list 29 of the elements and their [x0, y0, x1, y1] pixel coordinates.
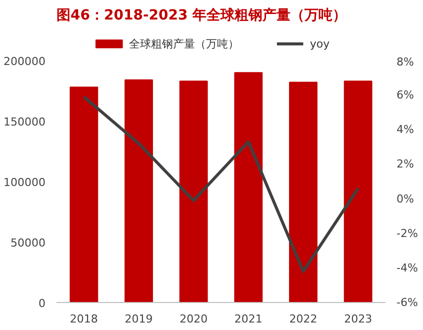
y2-tick-label: 6%: [396, 88, 414, 102]
y2-tick-label: 0%: [396, 192, 414, 206]
x-tick-label: 2021: [234, 312, 262, 326]
x-tick-label: 2019: [124, 312, 153, 326]
bar: [234, 72, 263, 302]
y-tick-label: 200000: [4, 55, 46, 68]
x-tick-label: 2020: [180, 312, 208, 326]
y-tick-label: 150000: [4, 116, 46, 128]
y2-tick-label: -2%: [396, 226, 418, 240]
legend-label: yoy: [310, 37, 330, 50]
bar: [124, 79, 153, 302]
x-tick-label: 2022: [289, 312, 318, 326]
y-tick-label: 100000: [4, 176, 46, 189]
x-tick-label: 2023: [344, 312, 372, 326]
y2-tick-label: 4%: [396, 123, 414, 136]
bar: [289, 82, 318, 302]
y2-tick-label: 8%: [396, 56, 414, 68]
chart-title: 图46：2018-2023 年全球粗钢产量（万吨）: [56, 6, 347, 24]
bar: [344, 80, 372, 302]
x-tick-label: 2018: [70, 312, 98, 326]
legend-label: 全球粗钢产量（万吨）: [128, 37, 239, 50]
bar: [179, 80, 208, 302]
line-series: [82, 95, 360, 273]
bar: [70, 86, 98, 302]
y-tick-label: 50000: [10, 236, 46, 250]
y2-tick-label: 2%: [396, 158, 414, 171]
y2-tick-label: -6%: [396, 296, 418, 309]
y-tick-label: 0: [38, 297, 46, 310]
y2-tick-label: -4%: [396, 261, 418, 274]
